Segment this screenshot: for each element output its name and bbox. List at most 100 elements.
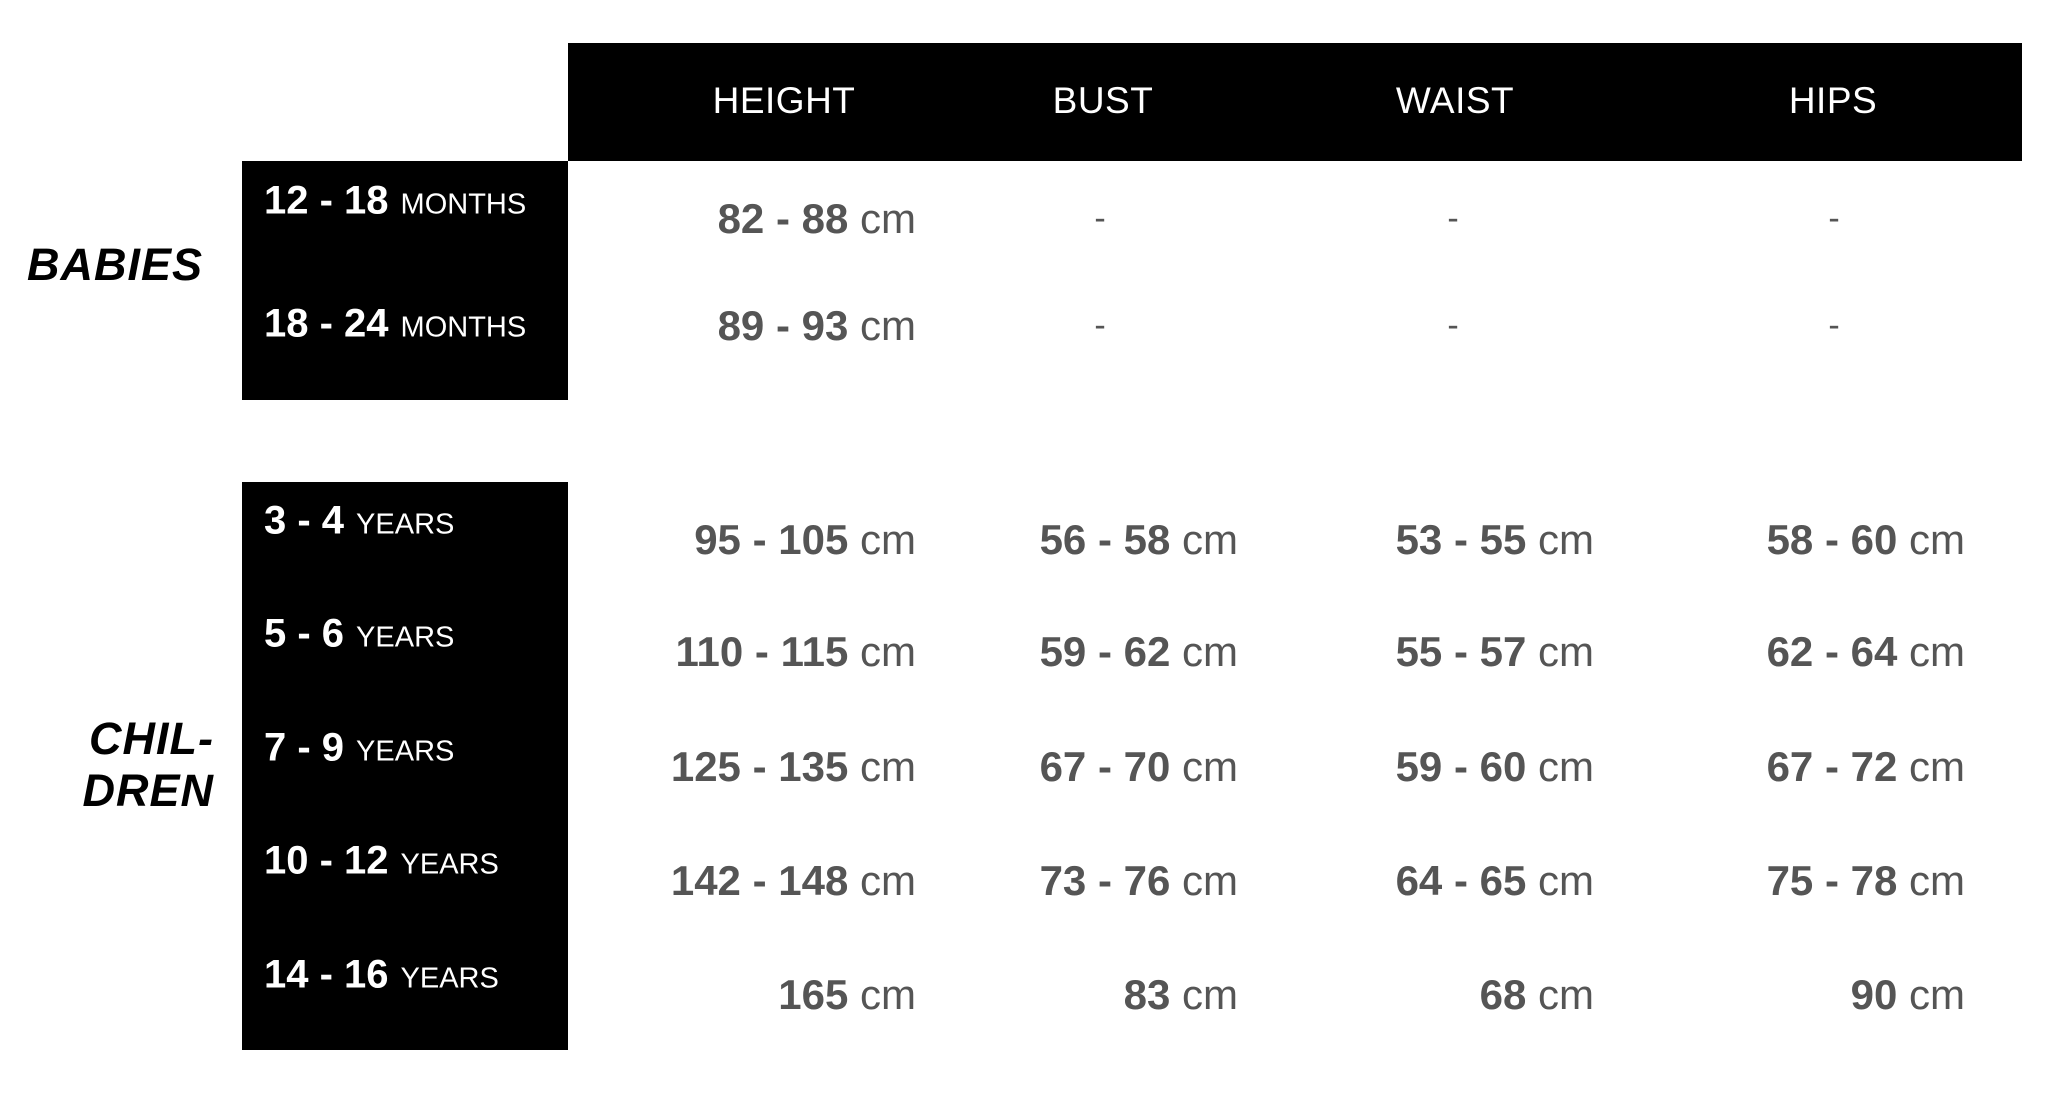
waist-value: 55 - 57 cm — [1396, 628, 1594, 676]
column-header-height: HEIGHT — [712, 80, 856, 121]
bust-number: 83 — [1123, 971, 1171, 1018]
waist-number: 59 - 60 — [1395, 743, 1527, 790]
size-unit: YEARS — [356, 735, 455, 768]
size-range: 7 - 9 — [264, 725, 345, 770]
unit-cm: cm — [1538, 743, 1594, 790]
size-label: 12 - 18 MONTHS — [264, 179, 526, 224]
height-value: 82 - 88 cm — [718, 195, 916, 243]
unit-cm: cm — [1182, 743, 1238, 790]
hips-value: - — [1828, 199, 1840, 238]
category-children-line2: DREN — [82, 765, 214, 816]
unit-cm: cm — [1909, 971, 1965, 1018]
waist-value: - — [1447, 199, 1459, 238]
bust-number: 59 - 62 — [1039, 628, 1171, 675]
bust-value: 59 - 62 cm — [1040, 628, 1238, 676]
height-number: 142 - 148 — [670, 857, 849, 904]
waist-value: 64 - 65 cm — [1396, 857, 1594, 905]
unit-cm: cm — [860, 195, 916, 242]
bust-value: - — [1094, 306, 1106, 345]
height-value: 142 - 148 cm — [671, 857, 916, 905]
hips-number: 62 - 64 — [1766, 628, 1898, 675]
hips-value: 75 - 78 cm — [1767, 857, 1965, 905]
unit-cm: cm — [860, 857, 916, 904]
size-label: 18 - 24 MONTHS — [264, 302, 526, 347]
waist-value: 68 cm — [1480, 971, 1594, 1019]
unit-cm: cm — [1909, 628, 1965, 675]
height-value: 89 - 93 cm — [718, 302, 916, 350]
size-range: 14 - 16 — [264, 952, 389, 997]
waist-number: 64 - 65 — [1395, 857, 1527, 904]
unit-cm: cm — [1909, 857, 1965, 904]
header-bar — [568, 43, 2022, 161]
unit-cm: cm — [1182, 628, 1238, 675]
size-unit: MONTHS — [400, 311, 527, 344]
bust-number: 73 - 76 — [1039, 857, 1171, 904]
size-unit: YEARS — [400, 962, 499, 995]
hips-number: 67 - 72 — [1766, 743, 1898, 790]
waist-value: - — [1447, 306, 1459, 345]
unit-cm: cm — [860, 971, 916, 1018]
size-unit: YEARS — [356, 508, 455, 541]
size-unit: YEARS — [356, 621, 455, 654]
hips-number: 90 — [1850, 971, 1898, 1018]
size-range: 3 - 4 — [264, 498, 345, 543]
size-range: 10 - 12 — [264, 838, 389, 883]
babies-label-box — [242, 161, 568, 400]
bust-value: 56 - 58 cm — [1040, 516, 1238, 564]
column-header-waist: WAIST — [1395, 80, 1515, 121]
height-number: 82 - 88 — [717, 195, 849, 242]
size-unit: YEARS — [400, 848, 499, 881]
category-children-line1: CHIL- — [89, 713, 214, 764]
height-value: 110 - 115 cm — [675, 628, 916, 676]
hips-value: 90 cm — [1851, 971, 1965, 1019]
unit-cm: cm — [1538, 971, 1594, 1018]
unit-cm: cm — [1909, 516, 1965, 563]
unit-cm: cm — [860, 516, 916, 563]
children-label-box — [242, 482, 568, 1050]
unit-cm: cm — [860, 743, 916, 790]
bust-value: 67 - 70 cm — [1040, 743, 1238, 791]
hips-number: 58 - 60 — [1766, 516, 1898, 563]
size-range: 5 - 6 — [264, 611, 345, 656]
unit-cm: cm — [860, 302, 916, 349]
waist-value: 59 - 60 cm — [1396, 743, 1594, 791]
hips-value: 67 - 72 cm — [1767, 743, 1965, 791]
size-range: 18 - 24 — [264, 301, 389, 346]
unit-cm: cm — [1182, 857, 1238, 904]
unit-cm: cm — [1538, 628, 1594, 675]
size-label: 14 - 16 YEARS — [264, 953, 499, 998]
size-unit: MONTHS — [400, 188, 527, 221]
column-header-bust: BUST — [1052, 80, 1154, 121]
waist-number: 53 - 55 — [1395, 516, 1527, 563]
hips-value: 58 - 60 cm — [1767, 516, 1965, 564]
height-number: 89 - 93 — [717, 302, 849, 349]
unit-cm: cm — [860, 628, 916, 675]
unit-cm: cm — [1182, 516, 1238, 563]
bust-number: 67 - 70 — [1039, 743, 1171, 790]
height-value: 95 - 105 cm — [694, 516, 916, 564]
height-number: 110 - 115 — [675, 628, 849, 675]
size-label: 7 - 9 YEARS — [264, 726, 454, 771]
hips-value: - — [1828, 306, 1840, 345]
size-label: 5 - 6 YEARS — [264, 612, 454, 657]
waist-number: 68 — [1479, 971, 1527, 1018]
category-babies: BABIES — [27, 239, 204, 290]
height-number: 125 - 135 — [670, 743, 849, 790]
bust-number: 56 - 58 — [1039, 516, 1171, 563]
height-number: 95 - 105 — [694, 516, 849, 563]
unit-cm: cm — [1182, 971, 1238, 1018]
bust-value: 73 - 76 cm — [1040, 857, 1238, 905]
unit-cm: cm — [1538, 516, 1594, 563]
bust-value: - — [1094, 199, 1106, 238]
size-label: 10 - 12 YEARS — [264, 839, 499, 884]
size-range: 12 - 18 — [264, 178, 389, 223]
category-children: CHIL- DREN — [82, 713, 214, 817]
unit-cm: cm — [1538, 857, 1594, 904]
waist-number: 55 - 57 — [1395, 628, 1527, 675]
hips-number: 75 - 78 — [1766, 857, 1898, 904]
height-value: 165 cm — [778, 971, 916, 1019]
height-value: 125 - 135 cm — [671, 743, 916, 791]
height-number: 165 — [778, 971, 849, 1018]
hips-value: 62 - 64 cm — [1767, 628, 1965, 676]
bust-value: 83 cm — [1124, 971, 1238, 1019]
